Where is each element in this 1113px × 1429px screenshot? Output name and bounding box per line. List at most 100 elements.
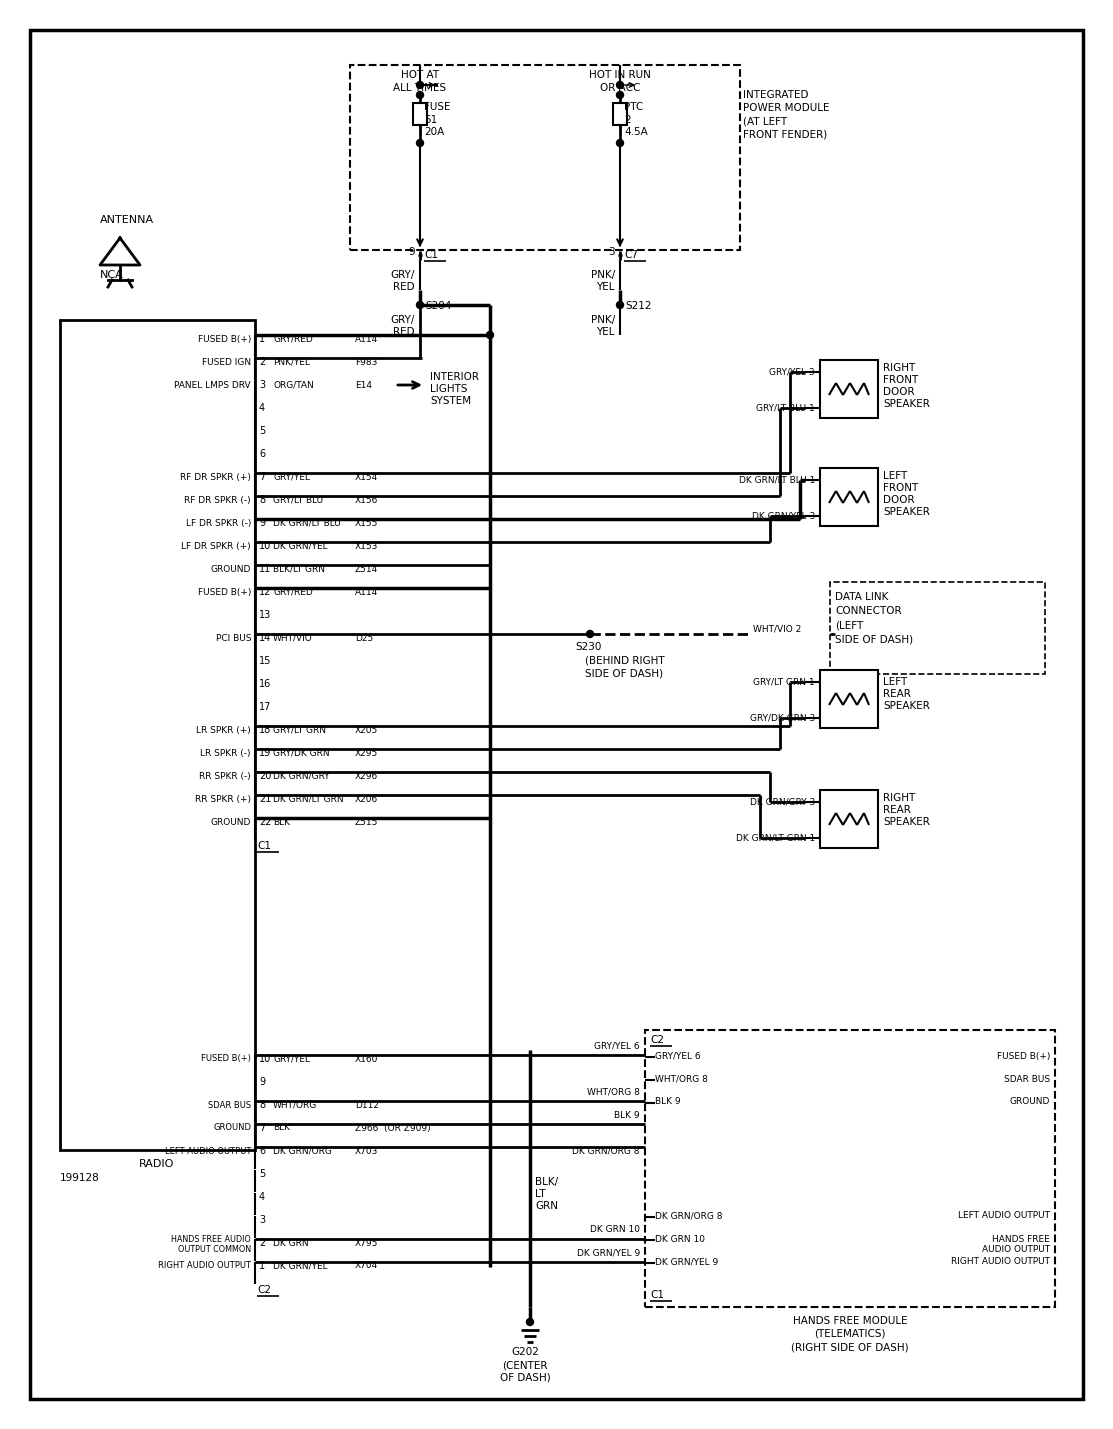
Text: RED: RED [393,282,415,292]
Text: S212: S212 [626,302,651,312]
Text: GRY/DK GRN: GRY/DK GRN [273,749,329,757]
Text: AUDIO OUTPUT: AUDIO OUTPUT [982,1246,1050,1255]
Text: LF DR SPKR (+): LF DR SPKR (+) [181,542,252,550]
Text: SYSTEM: SYSTEM [430,396,471,406]
Text: SPEAKER: SPEAKER [883,702,929,712]
FancyBboxPatch shape [820,360,878,419]
Text: LR SPKR (+): LR SPKR (+) [196,726,252,735]
Text: LEFT: LEFT [883,677,907,687]
Text: RED: RED [393,327,415,337]
Text: (CENTER: (CENTER [502,1360,548,1370]
Text: NCA: NCA [100,270,124,280]
Text: RF DR SPKR (-): RF DR SPKR (-) [185,496,252,504]
Text: X795: X795 [355,1239,378,1248]
Text: INTEGRATED: INTEGRATED [743,90,808,100]
Text: BLK 9: BLK 9 [614,1110,640,1119]
Text: 18: 18 [259,725,272,735]
Text: DK GRN/ORG 8: DK GRN/ORG 8 [654,1212,722,1220]
Text: 2: 2 [259,357,265,367]
Text: 21: 21 [259,795,272,805]
Circle shape [416,140,424,147]
Text: GROUND: GROUND [213,1123,252,1133]
Text: (LEFT: (LEFT [835,620,864,630]
Text: LEFT: LEFT [883,472,907,482]
Text: 2: 2 [624,114,631,124]
Text: DK GRN 10: DK GRN 10 [654,1235,705,1243]
Text: GRY/LT BLU 1: GRY/LT BLU 1 [756,403,815,413]
Text: 3: 3 [259,1215,265,1225]
Text: PCI BUS: PCI BUS [216,633,252,643]
Text: GRY/DK GRN 3: GRY/DK GRN 3 [750,713,815,723]
Text: D25: D25 [355,633,373,643]
Circle shape [416,81,424,89]
Text: 5: 5 [259,426,265,436]
Text: HANDS FREE: HANDS FREE [993,1235,1050,1243]
Text: DK GRN/YEL: DK GRN/YEL [273,542,327,550]
FancyBboxPatch shape [830,582,1045,674]
Text: 19: 19 [259,747,272,757]
Text: 2: 2 [259,1238,265,1248]
Text: HOT IN RUN: HOT IN RUN [589,70,651,80]
Text: GRY/YEL 6: GRY/YEL 6 [594,1042,640,1050]
Text: CONNECTOR: CONNECTOR [835,606,902,616]
Text: Z966  (OR Z909): Z966 (OR Z909) [355,1123,431,1133]
FancyBboxPatch shape [820,670,878,727]
Text: GRY/RED: GRY/RED [273,334,313,343]
Text: FRONT FENDER): FRONT FENDER) [743,129,827,139]
Text: RR SPKR (+): RR SPKR (+) [195,795,252,803]
Text: FUSED B(+): FUSED B(+) [198,587,252,596]
Text: SIDE OF DASH): SIDE OF DASH) [835,634,913,644]
Text: (BEHIND RIGHT: (BEHIND RIGHT [585,654,664,664]
Text: SPEAKER: SPEAKER [883,399,929,409]
Text: 199128: 199128 [60,1173,100,1183]
Text: BLK 9: BLK 9 [654,1097,681,1106]
Text: FUSED B(+): FUSED B(+) [201,1055,252,1063]
FancyBboxPatch shape [820,790,878,847]
Text: REAR: REAR [883,689,910,699]
Circle shape [526,1319,533,1326]
Text: GRY/YEL 3: GRY/YEL 3 [769,367,815,376]
Text: 22: 22 [259,817,272,827]
Text: LIGHTS: LIGHTS [430,384,467,394]
Text: 16: 16 [259,679,272,689]
Text: A114: A114 [355,587,378,596]
Text: (RIGHT SIDE OF DASH): (RIGHT SIDE OF DASH) [791,1342,909,1352]
Text: 10: 10 [259,1055,272,1065]
Circle shape [486,332,493,339]
Text: RIGHT: RIGHT [883,363,915,373]
Text: GROUND: GROUND [1009,1097,1050,1106]
Text: C7: C7 [624,250,638,260]
Circle shape [416,302,424,309]
Text: X205: X205 [355,726,378,735]
Text: DK GRN 10: DK GRN 10 [590,1226,640,1235]
Text: Z514: Z514 [355,564,378,573]
Text: 8: 8 [259,494,265,504]
Circle shape [587,630,593,637]
Text: X704: X704 [355,1262,378,1270]
Text: 6: 6 [259,449,265,459]
Text: FUSED IGN: FUSED IGN [201,357,252,366]
Text: X703: X703 [355,1146,378,1156]
Text: HANDS FREE MODULE: HANDS FREE MODULE [792,1316,907,1326]
Text: OUTPUT COMMON: OUTPUT COMMON [178,1245,252,1253]
Text: RIGHT AUDIO OUTPUT: RIGHT AUDIO OUTPUT [158,1262,252,1270]
Text: C1: C1 [257,842,270,852]
Text: PANEL LMPS DRV: PANEL LMPS DRV [175,380,252,390]
Text: LR SPKR (-): LR SPKR (-) [200,749,252,757]
Text: 6: 6 [259,1146,265,1156]
Text: 1: 1 [259,334,265,344]
Circle shape [617,302,623,309]
Text: GRY/: GRY/ [391,314,415,324]
FancyBboxPatch shape [613,103,627,124]
Text: E14: E14 [355,380,372,390]
Circle shape [416,91,424,99]
Text: YEL: YEL [597,282,615,292]
Text: 4.5A: 4.5A [624,127,648,137]
Text: 8: 8 [259,1100,265,1110]
Text: FUSED B(+): FUSED B(+) [996,1052,1050,1060]
Text: OF DASH): OF DASH) [500,1373,550,1383]
Text: Z515: Z515 [355,817,378,826]
Text: X295: X295 [355,749,378,757]
Text: GRY/RED: GRY/RED [273,587,313,596]
Text: A114: A114 [355,334,378,343]
